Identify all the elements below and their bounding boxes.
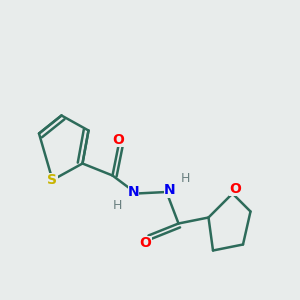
Text: O: O [229, 182, 241, 196]
Text: H: H [181, 172, 190, 185]
Text: O: O [140, 236, 152, 250]
Text: S: S [47, 173, 58, 187]
Text: N: N [164, 184, 175, 197]
Text: O: O [112, 133, 124, 146]
Text: N: N [128, 185, 139, 199]
Text: H: H [112, 199, 122, 212]
